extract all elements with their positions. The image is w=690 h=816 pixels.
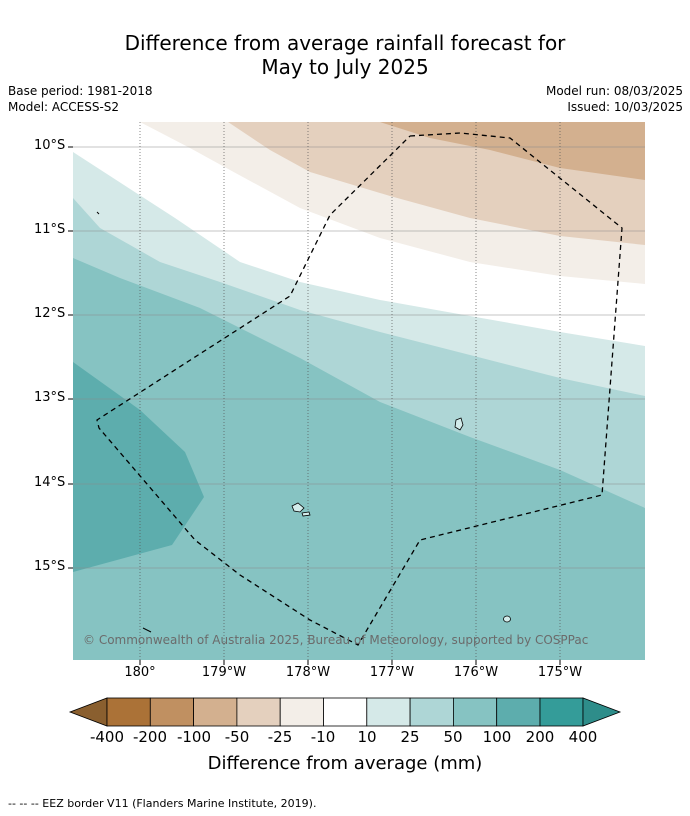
lon-label-175w: 175°W [537, 665, 583, 680]
colorbar-box-11 [539, 697, 584, 727]
colorbar-label: 50 [443, 728, 463, 746]
issued-date: Issued: 10/03/2025 [567, 100, 683, 114]
colorbar-label: 200 [525, 728, 555, 746]
colorbar-box-5 [279, 697, 324, 727]
meta-left: Base period: 1981-2018 Model: ACCESS-S2 [8, 83, 153, 115]
copyright-notice: © Commonwealth of Australia 2025, Bureau… [83, 633, 589, 647]
colorbar-label: -10 [310, 728, 336, 746]
lon-label-177w: 177°W [369, 665, 415, 680]
island-1 [454, 417, 464, 431]
title-line-2: May to July 2025 [261, 55, 429, 79]
island-4 [503, 615, 511, 623]
eez-legend: -- -- -- EEZ border V11 (Flanders Marine… [8, 797, 317, 810]
colorbar-label: -400 [89, 728, 125, 746]
model-name: Model: ACCESS-S2 [8, 100, 120, 114]
colorbar-label: 25 [400, 728, 420, 746]
lon-label-176w: 176°W [453, 665, 499, 680]
colorbar-label: 400 [568, 728, 598, 746]
lat-label-14s: 14°S [34, 475, 66, 490]
colorbar-label: -25 [267, 728, 293, 746]
colorbar-label: 10 [357, 728, 377, 746]
title-line-1: Difference from average rainfall forecas… [124, 31, 566, 55]
island-5 [142, 627, 152, 633]
colorbar [68, 697, 622, 727]
island-2 [291, 502, 305, 513]
lon-ticks [139, 660, 561, 665]
colorbar-box-9 [452, 697, 498, 727]
colorbar-label: 100 [482, 728, 512, 746]
colorbar-extend-low [68, 697, 108, 727]
lat-label-11s: 11°S [34, 222, 66, 237]
colorbar-label: -200 [132, 728, 168, 746]
band-neg-50-100 [380, 122, 645, 180]
lat-label-10s: 10°S [34, 138, 66, 153]
colorbar-label: -50 [224, 728, 250, 746]
lon-label-178w: 178°W [285, 665, 331, 680]
colorbar-box-3 [193, 697, 238, 727]
lat-ticks [68, 146, 73, 569]
lat-label-15s: 15°S [34, 559, 66, 574]
colorbar-box-10 [496, 697, 541, 727]
island-3 [301, 511, 311, 517]
colorbar-box-4 [236, 697, 281, 727]
colorbar-extend-high [582, 697, 622, 727]
meta-right: Model run: 08/03/2025 Issued: 10/03/2025 [546, 83, 683, 115]
colorbar-box-6 [323, 697, 368, 727]
island-6 [96, 211, 100, 215]
base-period: Base period: 1981-2018 [8, 84, 153, 98]
grid-horizontal [73, 146, 645, 569]
eez-border [96, 132, 623, 646]
colorbar-box-7 [366, 697, 411, 727]
model-run: Model run: 08/03/2025 [545, 84, 683, 98]
colorbar-box-1 [106, 697, 151, 727]
lon-label-180: 180° [124, 665, 156, 680]
map-area [73, 122, 645, 660]
colorbar-box-8 [409, 697, 454, 727]
lat-label-13s: 13°S [34, 390, 66, 405]
lon-label-179w: 179°W [201, 665, 247, 680]
lat-label-12s: 12°S [34, 306, 66, 321]
colorbar-label: -100 [176, 728, 212, 746]
colorbar-box-2 [149, 697, 195, 727]
colorbar-title: Difference from average (mm) [207, 753, 483, 774]
